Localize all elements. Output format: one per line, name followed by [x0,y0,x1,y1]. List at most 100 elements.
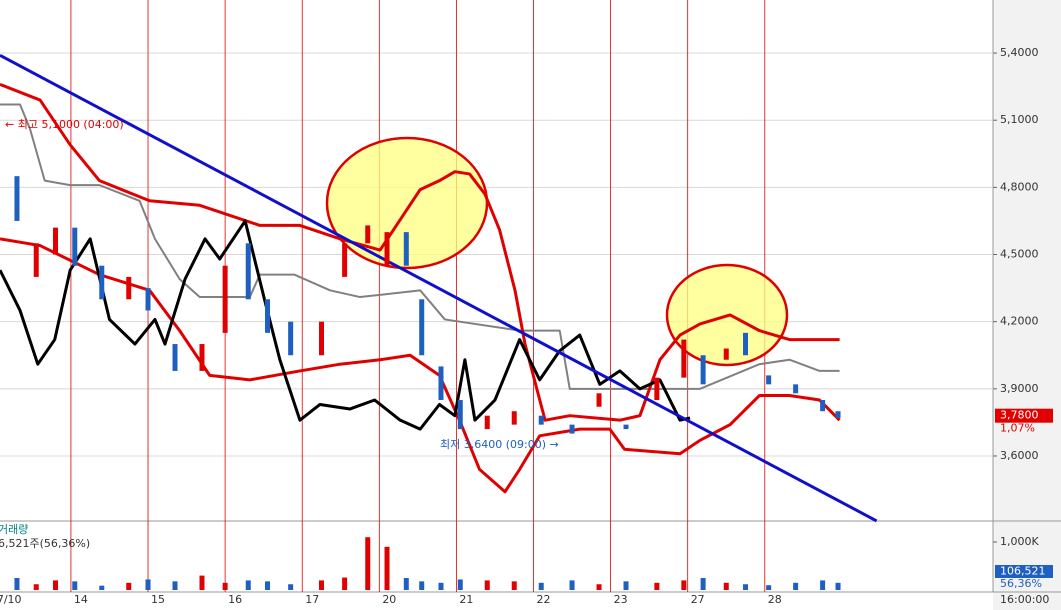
volume-bar [596,584,602,590]
overlay-line [0,82,840,422]
volume-bar [793,582,799,590]
overlay-line [0,53,878,523]
candle [342,243,348,277]
x-axis-end-label: 16:00:00 [1000,593,1049,606]
overlay-line [0,237,841,494]
x-tick-label: 22 [537,593,551,606]
volume-bar [172,581,178,590]
x-tick-label: 7/10 [0,593,22,606]
x-tick-label: 28 [768,593,782,606]
y-tick-label: 4,8000 [1000,180,1039,193]
volume-bar [438,582,444,590]
volume-bar [288,584,294,590]
x-tick-label: 16 [228,593,242,606]
candle [723,348,729,360]
volume-bar [419,581,425,590]
y-tick-label: 5,1000 [1000,113,1039,126]
volume-bar [245,580,251,590]
volume-bar [403,578,409,590]
overlay-line [0,219,691,431]
volume-bar [835,582,841,590]
volume-bar [766,585,772,590]
volume-ratio-label: 56,36% [1000,577,1042,590]
volume-bar [72,581,78,590]
volume-tick-label: 1,000K [1000,535,1039,548]
volume-bar [222,582,228,590]
candle [793,384,799,394]
x-tick-label: 21 [459,593,473,606]
volume-bar [99,585,105,590]
x-tick-label: 17 [305,593,319,606]
marks [0,53,878,590]
candle [265,299,271,333]
candle [53,227,59,255]
volume-bar [342,577,348,590]
volume-bar [318,580,324,590]
volume-bar [820,580,826,590]
volume-bar [484,580,490,590]
y-tick-label: 5,4000 [1000,46,1039,59]
candle [820,400,826,412]
volume-title: 거래량 [0,523,28,536]
x-tick-label: 15 [151,593,165,606]
volume-bar [14,578,20,590]
candle [766,375,772,385]
volume-bar [743,584,749,590]
volume-bar [145,579,151,590]
axis-panel [993,0,1061,610]
y-tick-label: 4,2000 [1000,315,1039,328]
candle [384,232,390,266]
candle [14,176,20,221]
x-tick-label: 23 [614,593,628,606]
volume-bar [33,584,39,590]
candle [700,355,706,385]
volume-bar [511,581,517,590]
candle [596,393,602,407]
volume-bar [723,582,729,590]
volume-bar [384,546,390,590]
volume-bar [365,537,371,590]
candle [145,288,151,311]
x-tick-label: 14 [74,593,88,606]
candle [484,415,490,430]
candle [288,321,294,356]
candle [126,276,132,300]
volume-bar [538,582,544,590]
candle [511,411,517,425]
candle [72,227,78,266]
candle [654,377,660,401]
low-annotation: 최저 3,6400 (09:00) → [440,438,559,451]
volume-bar [623,581,629,590]
candle [457,400,463,430]
volume-bar [53,580,59,590]
volume-bar [654,582,660,590]
volume-bar [681,580,687,590]
candle [438,366,444,401]
candle [365,225,371,244]
candle [318,321,324,356]
volume-bar [126,582,132,590]
high-annotation: ← 최고 5,1000 (04:00) [5,118,124,131]
candle [99,265,105,300]
candle [172,344,178,371]
candle [245,243,251,300]
candle [403,232,409,266]
x-tick-label: 27 [691,593,705,606]
volume-bar [265,581,271,590]
volume-bar [569,580,575,590]
candle [743,332,749,356]
candle [33,243,39,277]
candle [222,265,228,333]
last-price-label: 3,7800 [1000,409,1039,422]
overlay-line [0,103,840,390]
candle [419,299,425,356]
y-tick-label: 4,5000 [1000,248,1039,261]
candle [538,415,544,425]
candle [681,339,687,378]
volume-bar [700,578,706,590]
last-volume-box [995,565,1053,578]
last-volume-label: 106,521 [1000,565,1046,578]
volume-bar [199,575,205,590]
x-tick-label: 20 [382,593,396,606]
